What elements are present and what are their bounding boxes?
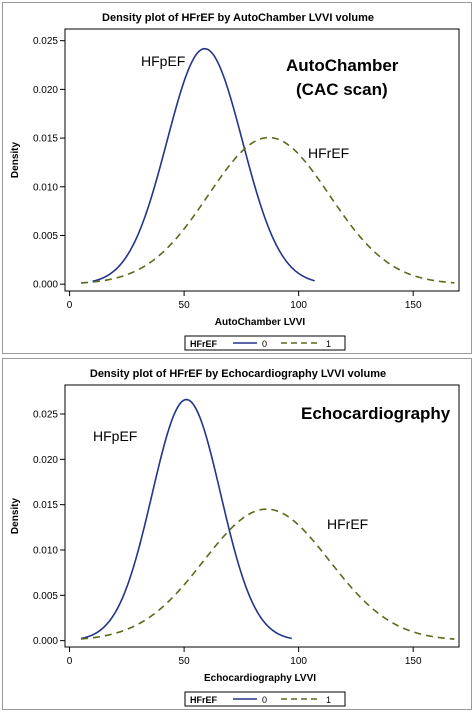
x-tick-label: 100: [290, 656, 307, 667]
legend-entry-0: 0: [262, 695, 267, 705]
y-tick-label: 0.025: [33, 36, 58, 47]
x-tick-label: 150: [405, 300, 422, 311]
density-panel-echocardiography: Density plot of HFrEF by Echocardiograph…: [2, 358, 472, 710]
modality-label: Echocardiography: [301, 404, 451, 423]
chart-title: Density plot of HFrEF by AutoChamber LVV…: [102, 12, 374, 24]
x-tick-label: 100: [290, 300, 307, 311]
hfref-density-curve: [80, 508, 455, 640]
hfref-curve-label: HFrEF: [308, 145, 349, 161]
y-axis-label: Density: [10, 498, 21, 535]
chart-title: Density plot of HFrEF by Echocardiograph…: [90, 368, 386, 380]
density-panel-autochamber: Density plot of HFrEF by AutoChamber LVV…: [2, 2, 472, 354]
y-tick-label: 0.000: [33, 636, 58, 647]
x-tick-label: 0: [67, 300, 73, 311]
hfpef-curve-label: HFpEF: [141, 53, 185, 69]
y-tick-label: 0.005: [33, 591, 58, 602]
density-chart-autochamber: Density plot of HFrEF by AutoChamber LVV…: [10, 12, 460, 351]
x-tick-label: 50: [179, 656, 191, 667]
x-axis-label: AutoChamber LVVI: [215, 317, 306, 328]
modality-label: AutoChamber: [286, 56, 399, 75]
y-tick-label: 0.020: [33, 85, 58, 96]
legend: HFrEF 0 1: [184, 335, 346, 351]
hfpef-density-curve: [92, 47, 315, 283]
legend-box: [184, 335, 346, 351]
x-axis-label: Echocardiography LVVI: [204, 673, 316, 684]
plot-area: [64, 384, 460, 648]
modality-sublabel: (CAC scan): [296, 80, 388, 99]
hfref-density-curve: [80, 136, 455, 284]
legend-title: HFrEF: [190, 339, 218, 349]
hfpef-curve-label: HFpEF: [93, 428, 137, 444]
y-tick-label: 0.000: [33, 280, 58, 291]
x-tick-label: 150: [405, 656, 422, 667]
density-chart-echocardiography: Density plot of HFrEF by Echocardiograph…: [10, 368, 460, 707]
y-tick-label: 0.015: [33, 500, 58, 511]
y-tick-label: 0.005: [33, 231, 58, 242]
plot-area: [64, 28, 460, 292]
legend-entry-0: 0: [262, 339, 267, 349]
x-tick-label: 50: [179, 300, 191, 311]
legend-entry-1: 1: [326, 339, 331, 349]
legend-box: [184, 691, 346, 707]
y-tick-label: 0.015: [33, 134, 58, 145]
y-tick-label: 0.025: [33, 410, 58, 421]
hfpef-density-curve: [80, 398, 292, 640]
hfref-curve-label: HFrEF: [327, 516, 368, 532]
y-tick-label: 0.020: [33, 455, 58, 466]
legend-entry-1: 1: [326, 695, 331, 705]
y-tick-label: 0.010: [33, 545, 58, 556]
y-tick-label: 0.010: [33, 182, 58, 193]
y-axis-label: Density: [10, 142, 21, 179]
x-tick-label: 0: [67, 656, 73, 667]
legend-title: HFrEF: [190, 695, 218, 705]
legend: HFrEF 0 1: [184, 691, 346, 707]
